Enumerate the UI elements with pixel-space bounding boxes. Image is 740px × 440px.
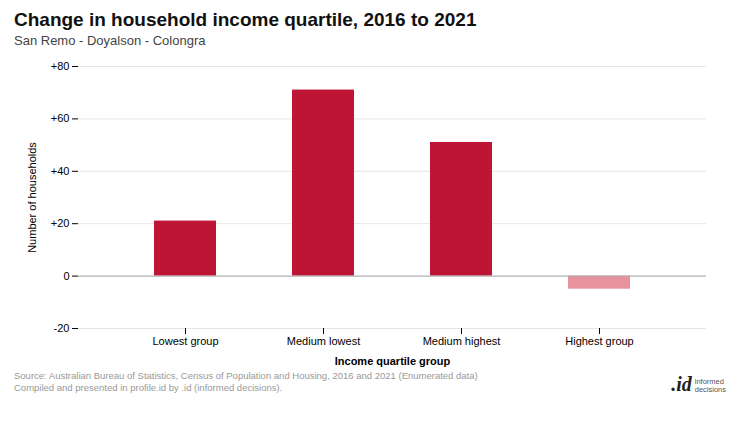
- svg-text:Medium highest: Medium highest: [423, 335, 501, 347]
- svg-text:Medium lowest: Medium lowest: [287, 335, 360, 347]
- svg-text:+20: +20: [51, 217, 70, 229]
- html-text:Source: Australian Bureau of S: Source: Australian Bureau of Statistics,…: [14, 370, 478, 393]
- svg-text:+40: +40: [51, 165, 70, 177]
- svg-text:0: 0: [63, 270, 69, 282]
- svg-text:Highest group: Highest group: [565, 335, 634, 347]
- svg-text:+80: +80: [51, 60, 70, 72]
- html-text:informed decisions: informed decisions: [694, 377, 726, 394]
- html-text:.id: .id: [671, 373, 692, 395]
- html-text:San Remo - Doyalson - Colongra: San Remo - Doyalson - Colongra: [14, 33, 206, 48]
- svg-text:Income quartile group: Income quartile group: [335, 355, 451, 367]
- svg-text:+60: +60: [51, 112, 70, 124]
- html-text:Change in household income qua: Change in household income quartile, 201…: [14, 9, 477, 30]
- svg-text:Lowest group: Lowest group: [152, 335, 218, 347]
- svg-text:-20: -20: [54, 322, 70, 334]
- svg-text:Number of households: Number of households: [26, 142, 38, 253]
